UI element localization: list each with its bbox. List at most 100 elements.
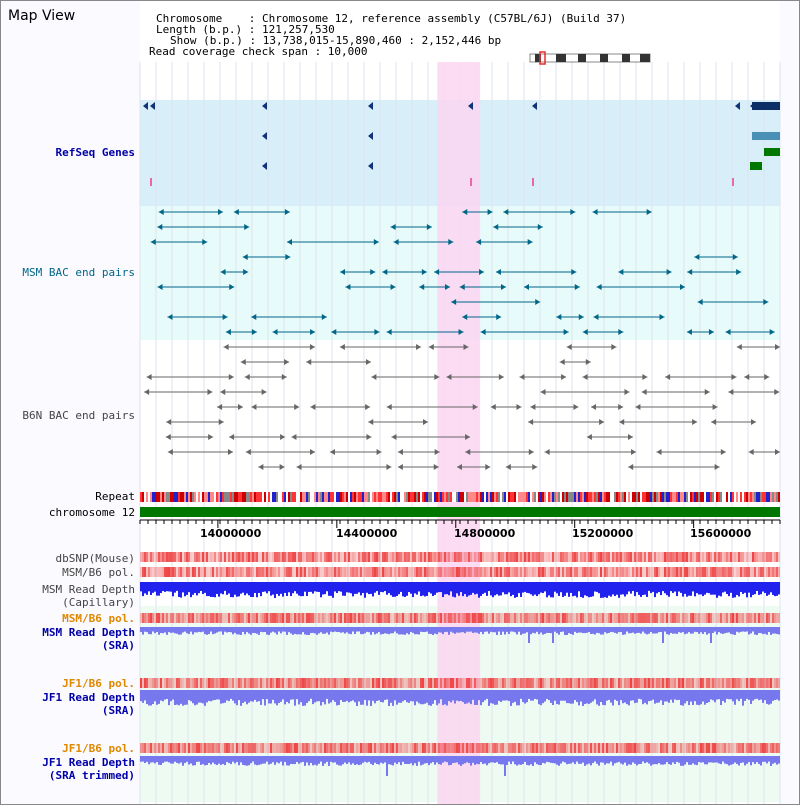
bac-end xyxy=(736,344,742,350)
track-label-msm-bac[interactable]: MSM BAC end pairs xyxy=(22,266,135,279)
pol-strip-cell xyxy=(686,678,688,688)
repeat-block xyxy=(712,492,714,502)
depth-bar xyxy=(698,627,700,634)
depth-bar xyxy=(192,690,194,704)
pol-strip-cell xyxy=(730,678,732,688)
depth-bar xyxy=(748,756,750,763)
bac-end xyxy=(310,329,316,335)
pol-strip-cell xyxy=(268,567,270,577)
pol-strip-cell xyxy=(334,552,336,562)
repeat-block xyxy=(542,492,544,502)
pol-strip-cell xyxy=(616,567,618,577)
bac-end xyxy=(345,284,351,290)
pol-strip-cell xyxy=(482,678,484,688)
depth-bar xyxy=(234,627,236,633)
depth-bar xyxy=(734,690,736,705)
repeat-block xyxy=(282,492,284,502)
pol-strip-cell xyxy=(374,613,376,623)
pol-strip-cell xyxy=(296,552,298,562)
repeat-block xyxy=(342,492,344,502)
depth-bar xyxy=(358,756,360,766)
pol-strip-cell xyxy=(186,552,188,562)
pol-strip-cell xyxy=(710,552,712,562)
depth-bar xyxy=(694,582,696,597)
pol-strip-cell xyxy=(206,613,208,623)
track-label-refseq[interactable]: RefSeq Genes xyxy=(55,146,135,159)
depth-bar xyxy=(636,690,638,703)
pol-strip-cell xyxy=(174,613,176,623)
repeat-block xyxy=(642,492,644,502)
repeat-block xyxy=(214,492,216,502)
pol-strip-cell xyxy=(410,613,412,623)
depth-bar xyxy=(236,582,238,597)
depth-bar xyxy=(376,690,378,701)
pol-strip-cell xyxy=(420,552,422,562)
pol-strip-cell xyxy=(364,552,366,562)
depth-bar xyxy=(218,627,220,632)
pol-strip-cell xyxy=(516,567,518,577)
depth-bar xyxy=(378,627,380,633)
depth-bar xyxy=(526,690,528,703)
pol-strip-cell xyxy=(302,678,304,688)
pol-strip-cell xyxy=(348,613,350,623)
pol-strip-cell xyxy=(226,567,228,577)
depth-bar xyxy=(140,756,142,762)
depth-bar xyxy=(242,690,244,704)
pol-strip-cell xyxy=(582,567,584,577)
bac-end xyxy=(386,329,392,335)
pol-strip-cell xyxy=(458,743,460,753)
pol-strip-cell xyxy=(654,613,656,623)
pol-strip-cell xyxy=(696,743,698,753)
repeat-block xyxy=(762,492,764,502)
pol-strip-cell xyxy=(226,678,228,688)
repeat-block xyxy=(364,492,366,502)
pol-strip-cell xyxy=(562,567,564,577)
pol-strip-cell xyxy=(276,678,278,688)
depth-bar xyxy=(500,627,502,635)
depth-bar xyxy=(296,627,298,635)
depth-bar xyxy=(342,756,344,765)
pol-strip-cell xyxy=(318,678,320,688)
depth-bar xyxy=(596,627,598,633)
pol-strip-cell xyxy=(232,613,234,623)
pol-strip-cell xyxy=(618,567,620,577)
depth-bar xyxy=(260,627,262,632)
bac-end xyxy=(376,449,382,455)
depth-bar xyxy=(204,690,206,706)
repeat-block xyxy=(694,492,696,502)
depth-bar xyxy=(762,582,764,592)
depth-bar xyxy=(540,756,542,766)
pol-strip-cell xyxy=(360,567,362,577)
pol-strip-cell xyxy=(402,743,404,753)
bac-end xyxy=(704,389,710,395)
repeat-block xyxy=(348,492,350,502)
depth-bar xyxy=(462,690,464,703)
track-label-b6n-bac[interactable]: B6N BAC end pairs xyxy=(22,409,135,422)
depth-bar xyxy=(194,582,196,594)
pol-strip-cell xyxy=(740,552,742,562)
pol-strip-cell xyxy=(372,567,374,577)
pol-strip-cell xyxy=(466,678,468,688)
depth-bar xyxy=(740,627,742,632)
repeat-block xyxy=(384,492,386,502)
pol-strip-cell xyxy=(354,567,356,577)
depth-bar xyxy=(154,627,156,634)
repeat-block xyxy=(728,492,730,502)
pol-strip-cell xyxy=(260,567,262,577)
repeat-block xyxy=(278,492,280,502)
repeat-block xyxy=(592,492,594,502)
pol-strip-cell xyxy=(394,552,396,562)
pol-strip-cell xyxy=(306,567,308,577)
pol-strip-cell xyxy=(734,567,736,577)
pol-strip-cell xyxy=(174,678,176,688)
pol-strip-cell xyxy=(302,613,304,623)
pol-strip-cell xyxy=(250,678,252,688)
depth-bar xyxy=(508,756,510,762)
pol-strip-cell xyxy=(516,552,518,562)
depth-bar xyxy=(366,756,368,763)
repeat-block xyxy=(182,492,184,502)
depth-bar xyxy=(180,756,182,763)
depth-bar xyxy=(610,690,612,703)
pol-strip-cell xyxy=(746,567,748,577)
